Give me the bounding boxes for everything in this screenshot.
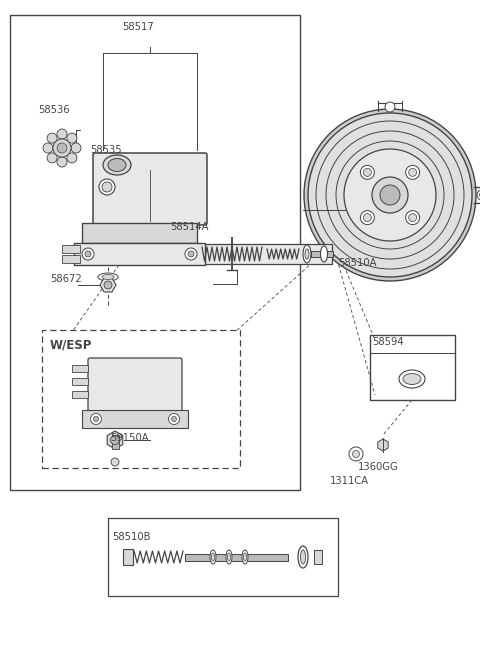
Ellipse shape — [242, 550, 248, 564]
Ellipse shape — [102, 182, 112, 192]
Polygon shape — [100, 278, 116, 292]
Text: 58594: 58594 — [372, 337, 404, 347]
Circle shape — [344, 149, 436, 241]
Circle shape — [91, 413, 101, 424]
Text: 58517: 58517 — [122, 22, 154, 32]
Bar — [74, 243, 205, 265]
Circle shape — [53, 139, 71, 157]
Bar — [62, 255, 80, 263]
Circle shape — [171, 417, 177, 421]
Circle shape — [47, 153, 57, 163]
Text: 58535: 58535 — [90, 145, 121, 155]
Circle shape — [363, 168, 372, 177]
Ellipse shape — [99, 179, 115, 195]
Bar — [197, 244, 332, 264]
Text: 1311CA: 1311CA — [330, 476, 369, 486]
Text: 58510A: 58510A — [338, 258, 376, 268]
Bar — [72, 365, 88, 372]
Circle shape — [360, 166, 374, 179]
Text: 58514A: 58514A — [170, 222, 208, 232]
Circle shape — [67, 153, 77, 163]
Polygon shape — [107, 431, 123, 449]
FancyBboxPatch shape — [93, 153, 207, 225]
Ellipse shape — [303, 245, 311, 263]
Ellipse shape — [321, 246, 327, 262]
Ellipse shape — [210, 550, 216, 564]
Bar — [111, 435, 119, 449]
Ellipse shape — [300, 550, 305, 564]
Bar — [10, 15, 300, 490]
Bar — [62, 245, 80, 253]
Text: 59150A: 59150A — [110, 433, 149, 443]
Circle shape — [363, 214, 372, 222]
Text: 1360GG: 1360GG — [358, 462, 399, 472]
Circle shape — [47, 133, 57, 143]
Circle shape — [360, 211, 374, 225]
Ellipse shape — [98, 273, 118, 281]
Circle shape — [308, 113, 472, 277]
Circle shape — [185, 248, 197, 260]
Ellipse shape — [305, 249, 309, 259]
Circle shape — [406, 211, 420, 225]
Circle shape — [43, 143, 53, 153]
Circle shape — [408, 214, 417, 222]
Ellipse shape — [212, 553, 215, 561]
Bar — [72, 378, 88, 385]
Circle shape — [57, 129, 67, 139]
Circle shape — [372, 177, 408, 213]
Ellipse shape — [403, 374, 421, 385]
Text: W/ESP: W/ESP — [50, 338, 92, 351]
Circle shape — [71, 143, 81, 153]
Polygon shape — [378, 439, 388, 451]
Ellipse shape — [226, 550, 232, 564]
Circle shape — [67, 133, 77, 143]
Bar — [82, 223, 197, 243]
Circle shape — [477, 190, 480, 200]
Circle shape — [406, 166, 420, 179]
Circle shape — [304, 109, 476, 281]
Bar — [185, 554, 288, 561]
Ellipse shape — [108, 158, 126, 171]
Bar — [314, 550, 322, 564]
Circle shape — [110, 436, 120, 445]
Text: 58510B: 58510B — [112, 532, 151, 542]
Bar — [311, 251, 333, 257]
Bar — [123, 549, 133, 565]
FancyBboxPatch shape — [88, 358, 182, 412]
Ellipse shape — [103, 155, 131, 175]
Text: 58536: 58536 — [38, 105, 70, 115]
Bar — [82, 410, 188, 428]
Ellipse shape — [228, 553, 230, 561]
Ellipse shape — [243, 553, 247, 561]
Circle shape — [82, 248, 94, 260]
Bar — [370, 335, 455, 400]
Circle shape — [85, 251, 91, 257]
Text: 58672: 58672 — [50, 274, 82, 284]
Circle shape — [380, 185, 400, 205]
Bar — [370, 335, 455, 353]
Circle shape — [111, 458, 119, 466]
Ellipse shape — [102, 274, 114, 280]
Circle shape — [349, 447, 363, 461]
Circle shape — [385, 102, 395, 112]
Circle shape — [168, 413, 180, 424]
Ellipse shape — [298, 546, 308, 568]
Ellipse shape — [399, 370, 425, 388]
Circle shape — [104, 281, 112, 289]
Bar — [72, 391, 88, 398]
Bar — [42, 330, 240, 468]
Circle shape — [57, 157, 67, 167]
Circle shape — [94, 417, 98, 421]
Circle shape — [188, 251, 194, 257]
Circle shape — [352, 451, 360, 458]
Bar — [108, 518, 338, 596]
Circle shape — [57, 143, 67, 153]
Circle shape — [408, 168, 417, 177]
